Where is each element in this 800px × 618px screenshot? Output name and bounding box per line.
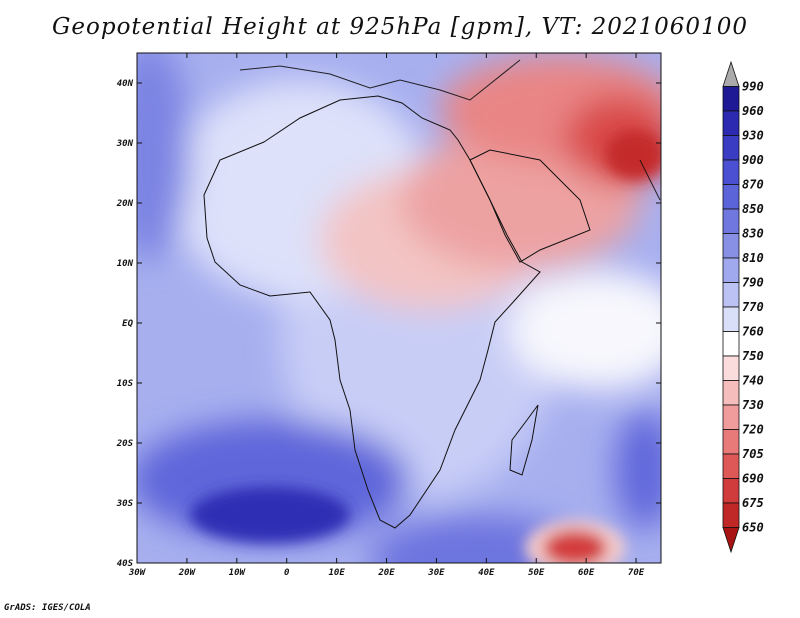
colorbar-box xyxy=(722,208,740,234)
colorbar-box xyxy=(722,306,740,332)
latitude-axis: 40S 30S 20S 10S EQ 10N 20N 30N 40N xyxy=(116,79,661,569)
lon-tick-label: 10E xyxy=(328,568,345,578)
lon-tick-label: 30W xyxy=(128,568,147,578)
colorbar-level-label: 720 xyxy=(742,423,764,437)
lon-tick-label: 20E xyxy=(377,568,395,578)
colorbar-level-label: 675 xyxy=(742,496,764,510)
colorbar-box xyxy=(722,331,740,357)
chart-title: Geopotential Height at 925hPa [gpm], VT:… xyxy=(52,14,748,40)
colorbar-box xyxy=(722,233,740,259)
lon-tick-label: 20W xyxy=(178,568,197,578)
colorbar-box xyxy=(722,478,740,504)
india-coastline xyxy=(639,159,661,201)
colorbar-box xyxy=(722,453,740,479)
lat-tick-label: 20N xyxy=(116,199,134,209)
madagascar-coastline xyxy=(509,404,539,476)
colorbar-level-label: 650 xyxy=(742,521,764,535)
lat-tick-label: 30N xyxy=(116,139,134,149)
colorbar-level-label: 960 xyxy=(742,104,764,118)
lat-tick-label: 20S xyxy=(116,439,134,449)
coastline-outlines xyxy=(203,59,661,529)
colorbar-box xyxy=(722,184,740,210)
colorbar-box xyxy=(722,502,740,528)
lat-tick-label: 10N xyxy=(117,259,134,269)
colorbar-level-label: 760 xyxy=(742,325,764,339)
colorbar-box xyxy=(722,110,740,136)
lat-tick-label: 10S xyxy=(117,379,134,389)
europe-coastline xyxy=(239,59,521,101)
colorbar-level-label: 830 xyxy=(742,227,764,241)
colorbar-level-label: 870 xyxy=(742,178,764,192)
colorbar-level-label: 730 xyxy=(742,398,764,412)
colorbar-box xyxy=(722,86,740,112)
lat-tick-label: 40N xyxy=(117,79,134,89)
lon-tick-label: 50E xyxy=(528,568,545,578)
colorbar-level-label: 740 xyxy=(742,374,764,388)
colorbar-box xyxy=(722,429,740,455)
lat-tick-label: 40S xyxy=(117,559,134,569)
lon-tick-label: 70E xyxy=(628,568,645,578)
colorbar-level-label: 750 xyxy=(742,349,764,363)
lon-tick-label: 0 xyxy=(284,568,290,578)
colorbar-level-label: 770 xyxy=(742,300,764,314)
arabia-coastline xyxy=(469,149,591,263)
colorbar: 990 960 930 900 870 850 830 810 790 770 760 750 740 7… xyxy=(722,60,764,554)
colorbar-level-label: 930 xyxy=(742,129,764,143)
colorbar-box xyxy=(722,404,740,430)
lon-tick-label: 10W xyxy=(229,568,247,578)
colorbar-level-label: 690 xyxy=(742,472,764,486)
colorbar-level-label: 705 xyxy=(742,447,764,461)
lon-tick-label: 30E xyxy=(427,568,445,578)
grads-credit: GrADS: IGES/COLA xyxy=(4,603,91,613)
colorbar-box xyxy=(722,380,740,406)
colorbar-box xyxy=(722,282,740,308)
plot-frame xyxy=(136,52,662,564)
colorbar-level-label: 790 xyxy=(742,276,764,290)
geopotential-field xyxy=(137,53,661,563)
lat-tick-label: EQ xyxy=(122,319,133,329)
lat-tick-label: 30S xyxy=(116,499,134,509)
colorbar-upper-arrow xyxy=(722,60,740,87)
colorbar-box xyxy=(722,257,740,283)
colorbar-level-label: 990 xyxy=(742,80,764,94)
colorbar-lower-arrow xyxy=(722,527,740,554)
colorbar-level-label: 810 xyxy=(742,251,764,265)
colorbar-box xyxy=(722,135,740,161)
colorbar-level-label: 850 xyxy=(742,202,764,216)
colorbar-box xyxy=(722,355,740,381)
lon-tick-label: 60E xyxy=(578,568,595,578)
longitude-axis: 30W 20W 10W 0 10E 20E 30E 40E 50E 60E 70E xyxy=(128,53,645,578)
africa-coastline xyxy=(203,95,541,529)
colorbar-level-label: 900 xyxy=(742,153,764,167)
lon-tick-label: 40E xyxy=(478,568,495,578)
colorbar-box xyxy=(722,159,740,185)
